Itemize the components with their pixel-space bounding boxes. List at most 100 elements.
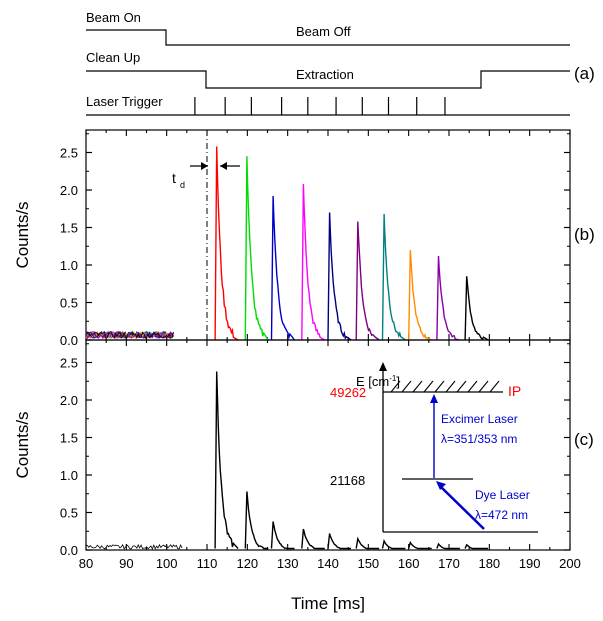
- td-annotation: t d: [172, 162, 240, 190]
- laser-trigger-label: Laser Trigger: [86, 94, 163, 109]
- peak-7: [381, 213, 406, 341]
- x-tick-label: 110: [197, 556, 218, 571]
- panel-label-a: (a): [574, 64, 595, 83]
- beam-timing-line: [86, 29, 570, 46]
- y-tick-label: 2.0: [60, 183, 78, 198]
- excimer-wavelength: λ=351/353 nm: [441, 432, 517, 446]
- td-subscript: d: [180, 180, 185, 190]
- x-tick-label: 130: [277, 556, 299, 571]
- inset-axis-arrowhead: [379, 362, 387, 371]
- hatch-mark: [467, 380, 478, 393]
- panel-b-series: [214, 146, 489, 341]
- x-axis-title: Time [ms]: [291, 594, 365, 613]
- td-arrow-left-head: [201, 162, 208, 170]
- peak-6: [355, 221, 380, 341]
- panel-b: 0.0 0.5 1.0 1.5 2.0 2.5 Counts/s (b) t d: [13, 129, 595, 348]
- hatch-mark: [434, 380, 445, 393]
- peak-8: [408, 540, 432, 550]
- y-tick-label: 2.0: [60, 393, 78, 408]
- panel-c-y-ticks: 0.0 0.5 1.0 1.5 2.0 2.5: [60, 343, 570, 558]
- beam-off-label: Beam Off: [296, 24, 351, 39]
- dye-label: Dye Laser: [475, 488, 530, 502]
- x-tick-label: 170: [438, 556, 460, 571]
- hatch-mark: [412, 380, 423, 393]
- panel-c-series: [214, 371, 489, 550]
- hatch-mark: [489, 380, 500, 393]
- panel-c-x-ticks: 80 90 100 110 120 130 140 150 160 170 180 190 200: [79, 340, 581, 571]
- extraction-label: Extraction: [296, 67, 354, 82]
- peak-4: [301, 183, 326, 341]
- x-tick-label: 120: [236, 556, 258, 571]
- y-tick-label: 1.5: [60, 431, 78, 446]
- peak-10: [464, 276, 489, 341]
- y-tick-label: 1.5: [60, 221, 78, 236]
- peak-3: [270, 521, 295, 550]
- panel-b-y-ticks: 0.0 0.5 1.0 1.5 2.0 2.5: [60, 133, 570, 348]
- x-tick-label: 80: [79, 556, 93, 571]
- ip-energy-label: 49262: [330, 385, 366, 400]
- td-label: t: [172, 170, 176, 186]
- x-tick-label: 160: [398, 556, 420, 571]
- inset-axis-label: E [cm-1]: [356, 374, 400, 389]
- excimer-label: Excimer Laser: [441, 412, 518, 426]
- y-tick-label: 1.0: [60, 468, 78, 483]
- peak-2: [244, 491, 269, 550]
- hatch-mark: [478, 380, 489, 393]
- y-tick-label: 0.0: [60, 333, 78, 348]
- peak-3: [270, 195, 296, 341]
- x-tick-label: 90: [119, 556, 133, 571]
- dye-wavelength: λ=472 nm: [475, 508, 528, 522]
- peak-1: [214, 371, 239, 549]
- x-tick-label: 180: [478, 556, 500, 571]
- ip-label: IP: [508, 383, 521, 399]
- hatch-mark: [401, 380, 412, 393]
- y-tick-label: 0.5: [60, 296, 78, 311]
- x-tick-label: 200: [559, 556, 581, 571]
- excimer-arrowhead: [430, 394, 438, 403]
- hatch-mark: [445, 380, 456, 393]
- beam-on-label: Beam On: [86, 10, 141, 25]
- y-tick-label: 0.5: [60, 506, 78, 521]
- panel-label-b: (b): [574, 225, 595, 244]
- hatch-mark: [423, 380, 434, 393]
- peak-5: [327, 212, 352, 341]
- panel-c-y-title: Counts/s: [13, 411, 32, 478]
- x-tick-label: 140: [317, 556, 339, 571]
- trigger-ticks: [194, 97, 446, 115]
- y-tick-label: 0.0: [60, 543, 78, 558]
- extraction-timing-line: [86, 70, 570, 89]
- timing-diagram: Beam On Beam Off Clean Up Extraction (a)…: [86, 10, 595, 116]
- dye-transition-arrow: [440, 486, 485, 530]
- peak-6: [355, 536, 380, 550]
- peak-5: [327, 533, 351, 550]
- td-arrow-right-head: [220, 162, 227, 170]
- clean-up-label: Clean Up: [86, 50, 140, 65]
- y-tick-label: 2.5: [60, 356, 78, 371]
- panel-b-y-title: Counts/s: [13, 201, 32, 268]
- panel-c: 0.0 0.5 1.0 1.5 2.0 2.5 80 90 100 110 120 130 140 15…: [13, 339, 594, 613]
- peak-9: [436, 542, 460, 550]
- hatch-mark: [456, 380, 467, 393]
- hatch-mark: [390, 380, 401, 393]
- background-trace: [85, 330, 174, 339]
- peak-10: [464, 543, 489, 550]
- peak-2: [244, 156, 269, 341]
- peak-9: [436, 255, 461, 341]
- energy-level-inset: E [cm-1] 49262 IP 21168 Excimer Laser λ=…: [330, 362, 538, 533]
- peak-8: [408, 249, 432, 341]
- x-tick-label: 190: [519, 556, 541, 571]
- panel-c-background-noise: [85, 543, 183, 550]
- peak-4: [301, 528, 325, 550]
- x-tick-label: 100: [156, 556, 178, 571]
- background-trace: [85, 543, 183, 550]
- peak-1: [214, 146, 239, 341]
- dye-arrowhead: [436, 481, 446, 490]
- panel-label-c: (c): [574, 430, 594, 449]
- panel-b-background-noise: [85, 330, 174, 340]
- ip-hatching: [390, 380, 500, 393]
- intermediate-energy-label: 21168: [330, 473, 365, 488]
- peak-7: [381, 538, 406, 550]
- y-tick-label: 2.5: [60, 146, 78, 161]
- x-tick-label: 150: [357, 556, 379, 571]
